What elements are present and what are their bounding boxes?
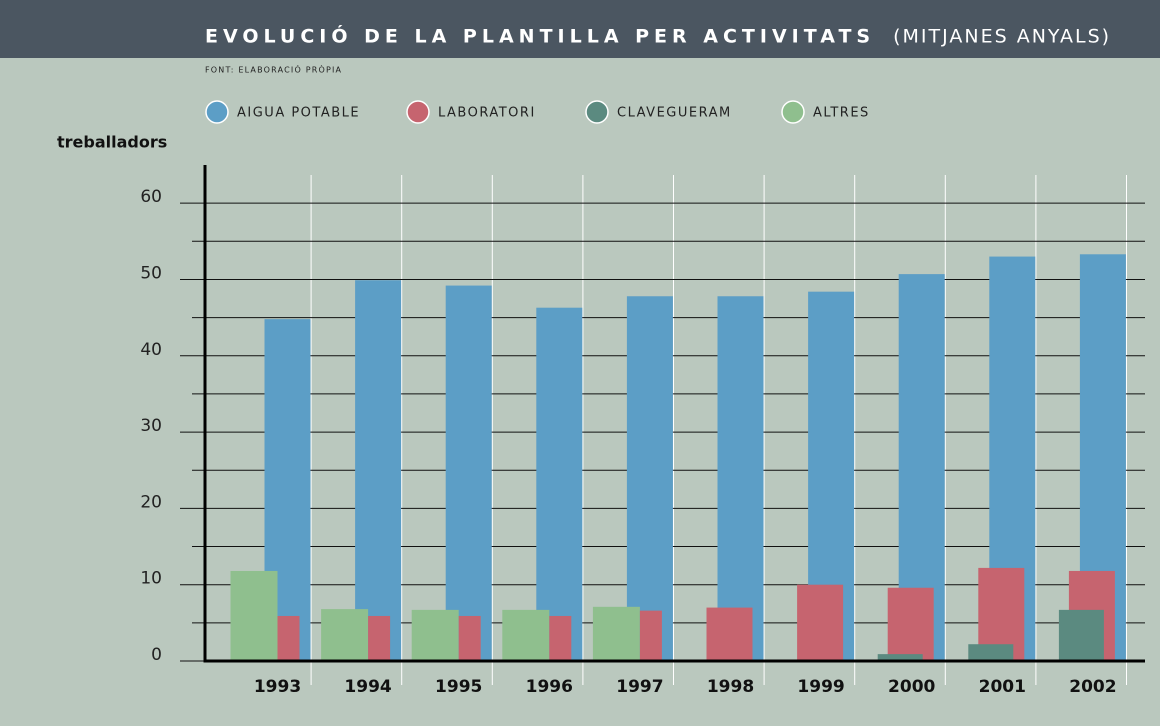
bar (368, 615, 391, 661)
y-tick-label: 40 (140, 340, 162, 360)
legend-swatch (205, 100, 229, 124)
source: FONT: ELABORACIÓ PRÒPIA (205, 64, 342, 75)
bar (706, 607, 753, 661)
x-tick-label: 1998 (707, 677, 754, 697)
bar (458, 615, 481, 661)
y-tick-label: 50 (140, 263, 162, 283)
legend-label: CLAVEGUERAM (617, 106, 732, 121)
bar (321, 609, 369, 661)
chart-title-suffix: (MITJANES ANYALS) (893, 26, 1111, 48)
x-tick-label: 1995 (435, 677, 482, 697)
bar (502, 609, 550, 661)
bar (797, 584, 844, 661)
y-tick-label: 20 (140, 492, 162, 512)
bar (717, 296, 764, 661)
bar (230, 570, 278, 661)
bar (445, 285, 492, 661)
bar (549, 615, 572, 661)
x-tick-label: 1994 (344, 677, 391, 697)
bar (277, 615, 300, 661)
y-tick-label: 0 (151, 645, 162, 665)
legend-swatch (406, 100, 430, 124)
legend-swatch (585, 100, 609, 124)
x-tick-label: 1997 (616, 677, 663, 697)
legend-label: ALTRES (813, 106, 870, 121)
y-tick-label: 60 (140, 187, 162, 207)
y-tick-label: 30 (140, 416, 162, 436)
x-tick-label: 2002 (1069, 677, 1116, 697)
bar (355, 280, 402, 661)
bar (639, 610, 662, 661)
bar (1058, 609, 1104, 661)
x-tick-label: 2001 (979, 677, 1026, 697)
bar (887, 587, 934, 661)
bar (411, 609, 459, 661)
bar (592, 606, 640, 661)
header (0, 0, 1160, 58)
bar (877, 654, 923, 661)
y-axis-label: treballadors (57, 133, 167, 152)
x-tick-label: 2000 (888, 677, 935, 697)
chart-title: EVOLUCIÓ DE LA PLANTILLA PER ACTIVITATS (205, 24, 875, 48)
legend-label: AIGUA POTABLE (237, 106, 360, 121)
x-tick-label: 1996 (526, 677, 573, 697)
x-tick-label: 1993 (254, 677, 301, 697)
bar (536, 307, 583, 661)
y-tick-label: 10 (140, 569, 162, 589)
bar (968, 644, 1014, 661)
legend-label: LABORATORI (438, 106, 536, 121)
x-tick-label: 1999 (797, 677, 844, 697)
legend-swatch (781, 100, 805, 124)
bar (626, 296, 673, 661)
